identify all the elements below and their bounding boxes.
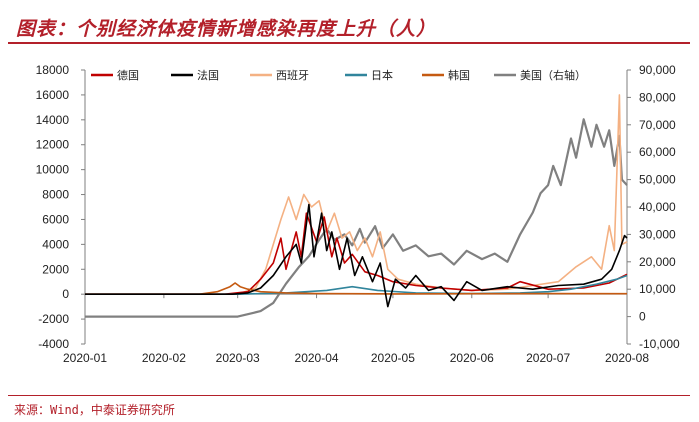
right-tick-label: 10,000 bbox=[639, 282, 676, 296]
left-tick-label: 2000 bbox=[42, 262, 69, 276]
left-tick-label: 14000 bbox=[36, 113, 70, 127]
chart-axes: 18000 16000 14000 12000 10000 8000 6000 4000 200… bbox=[36, 63, 680, 365]
source-divider bbox=[8, 395, 690, 396]
chart-title: 图表：个别经济体疫情新增感染再度上升（人） bbox=[16, 18, 437, 40]
left-tick-label: -2000 bbox=[38, 312, 69, 326]
left-tick-label: 4000 bbox=[42, 237, 69, 251]
series-line-1 bbox=[85, 203, 628, 308]
right-tick-label: 0 bbox=[639, 310, 646, 324]
x-tick-label: 2020-03 bbox=[216, 351, 260, 365]
x-tick-label: 2020-08 bbox=[605, 351, 649, 365]
right-tick-label: 90,000 bbox=[639, 63, 676, 77]
source-note: 来源：Wind，中泰证券研究所 bbox=[14, 403, 175, 417]
legend-label: 美国（右轴） bbox=[520, 68, 586, 82]
x-tick-label: 2020-01 bbox=[63, 351, 107, 365]
legend-label: 法国 bbox=[197, 68, 219, 82]
legend-label: 西班牙 bbox=[276, 69, 309, 82]
legend-label: 德国 bbox=[117, 68, 139, 82]
series-line-5 bbox=[85, 118, 628, 318]
right-tick-label: -10,000 bbox=[639, 337, 680, 351]
right-tick-label: 20,000 bbox=[639, 255, 676, 269]
series-line-2 bbox=[85, 94, 628, 296]
left-tick-label: 6000 bbox=[42, 212, 69, 226]
left-tick-label: 10000 bbox=[36, 163, 70, 177]
x-tick-label: 2020-06 bbox=[450, 351, 494, 365]
line-chart: 18000 16000 14000 12000 10000 8000 6000 4000 200… bbox=[36, 63, 680, 365]
x-tick-label: 2020-07 bbox=[526, 351, 570, 365]
legend-label: 韩国 bbox=[448, 68, 470, 82]
left-tick-label: 12000 bbox=[36, 138, 70, 152]
title-underline bbox=[8, 42, 690, 44]
left-tick-label: -4000 bbox=[38, 337, 69, 351]
left-tick-label: 8000 bbox=[42, 188, 69, 202]
right-tick-label: 80,000 bbox=[639, 90, 676, 104]
series-line-0 bbox=[85, 212, 628, 296]
left-tick-label: 18000 bbox=[36, 63, 70, 77]
right-tick-label: 40,000 bbox=[639, 200, 676, 214]
x-tick-label: 2020-04 bbox=[295, 351, 339, 365]
x-tick-label: 2020-02 bbox=[142, 351, 186, 365]
right-tick-label: 30,000 bbox=[639, 227, 676, 241]
right-tick-label: 50,000 bbox=[639, 173, 676, 187]
left-tick-label: 0 bbox=[62, 287, 69, 301]
right-tick-label: 70,000 bbox=[639, 118, 676, 132]
legend-label: 日本 bbox=[371, 68, 393, 82]
series-layer bbox=[85, 94, 628, 318]
x-tick-label: 2020-05 bbox=[371, 351, 415, 365]
chart-legend: 德国 法国 西班牙 日本 韩国 美国（右轴） bbox=[91, 68, 586, 82]
series-line-3 bbox=[85, 274, 628, 296]
left-tick-label: 16000 bbox=[36, 88, 70, 102]
right-tick-label: 60,000 bbox=[639, 145, 676, 159]
